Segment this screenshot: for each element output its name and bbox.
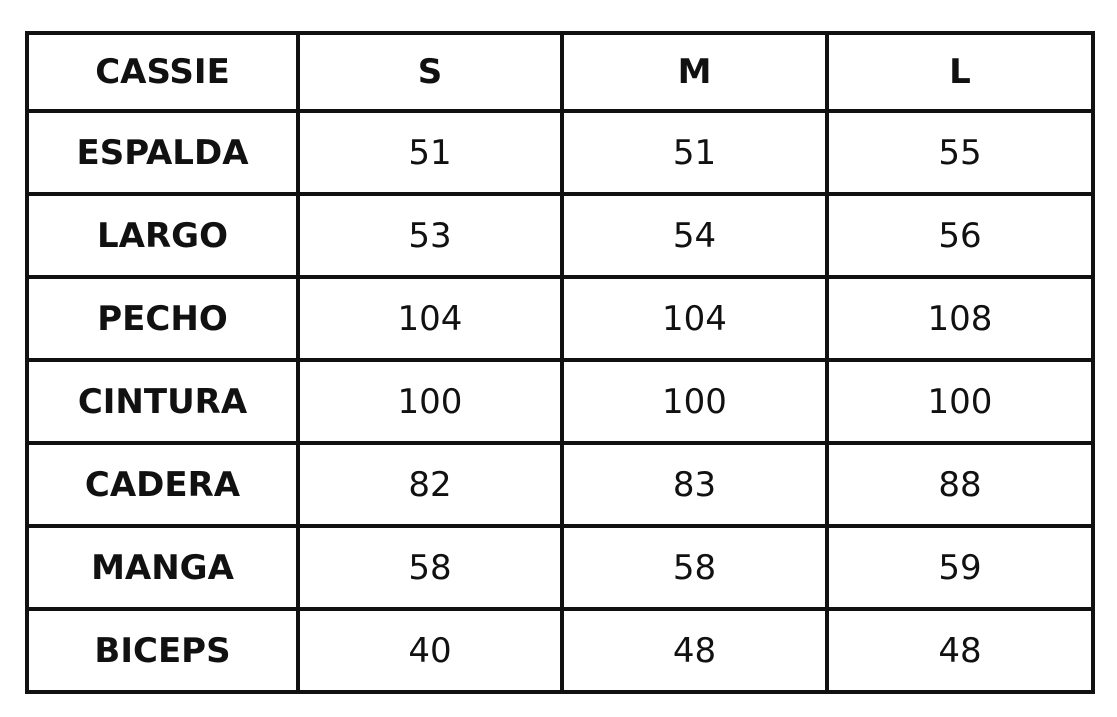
- value-cell: 82: [296, 441, 564, 528]
- row-label: ESPALDA: [25, 109, 300, 196]
- value-cell: 108: [825, 275, 1095, 362]
- value-cell: 100: [560, 358, 829, 445]
- table-row: PECHO 104 104 108: [25, 275, 1095, 362]
- table-row: CADERA 82 83 88: [25, 441, 1095, 528]
- table-row: BICEPS 40 48 48: [25, 607, 1095, 694]
- value-cell: 48: [825, 607, 1095, 694]
- table-row: MANGA 58 58 59: [25, 524, 1095, 611]
- value-cell: 55: [825, 109, 1095, 196]
- header-cell: L: [825, 31, 1095, 113]
- header-cell: S: [296, 31, 564, 113]
- value-cell: 83: [560, 441, 829, 528]
- value-cell: 56: [825, 192, 1095, 279]
- table-row: CINTURA 100 100 100: [25, 358, 1095, 445]
- value-cell: 48: [560, 607, 829, 694]
- table-row: LARGO 53 54 56: [25, 192, 1095, 279]
- value-cell: 100: [825, 358, 1095, 445]
- value-cell: 58: [560, 524, 829, 611]
- value-cell: 51: [296, 109, 564, 196]
- value-cell: 40: [296, 607, 564, 694]
- row-label: BICEPS: [25, 607, 300, 694]
- value-cell: 59: [825, 524, 1095, 611]
- size-table-wrapper: CASSIE S M L ESPALDA 51 51 55 LARGO 53 54 56 PECHO 10…: [25, 31, 1095, 694]
- value-cell: 88: [825, 441, 1095, 528]
- value-cell: 54: [560, 192, 829, 279]
- value-cell: 51: [560, 109, 829, 196]
- table-row: ESPALDA 51 51 55: [25, 109, 1095, 196]
- value-cell: 104: [296, 275, 564, 362]
- row-label: LARGO: [25, 192, 300, 279]
- row-label: PECHO: [25, 275, 300, 362]
- size-table: CASSIE S M L ESPALDA 51 51 55 LARGO 53 54 56 PECHO 10…: [25, 31, 1095, 694]
- value-cell: 58: [296, 524, 564, 611]
- header-cell: M: [560, 31, 829, 113]
- header-cell: CASSIE: [25, 31, 300, 113]
- value-cell: 53: [296, 192, 564, 279]
- value-cell: 100: [296, 358, 564, 445]
- row-label: CADERA: [25, 441, 300, 528]
- value-cell: 104: [560, 275, 829, 362]
- header-row: CASSIE S M L: [25, 31, 1095, 113]
- row-label: CINTURA: [25, 358, 300, 445]
- row-label: MANGA: [25, 524, 300, 611]
